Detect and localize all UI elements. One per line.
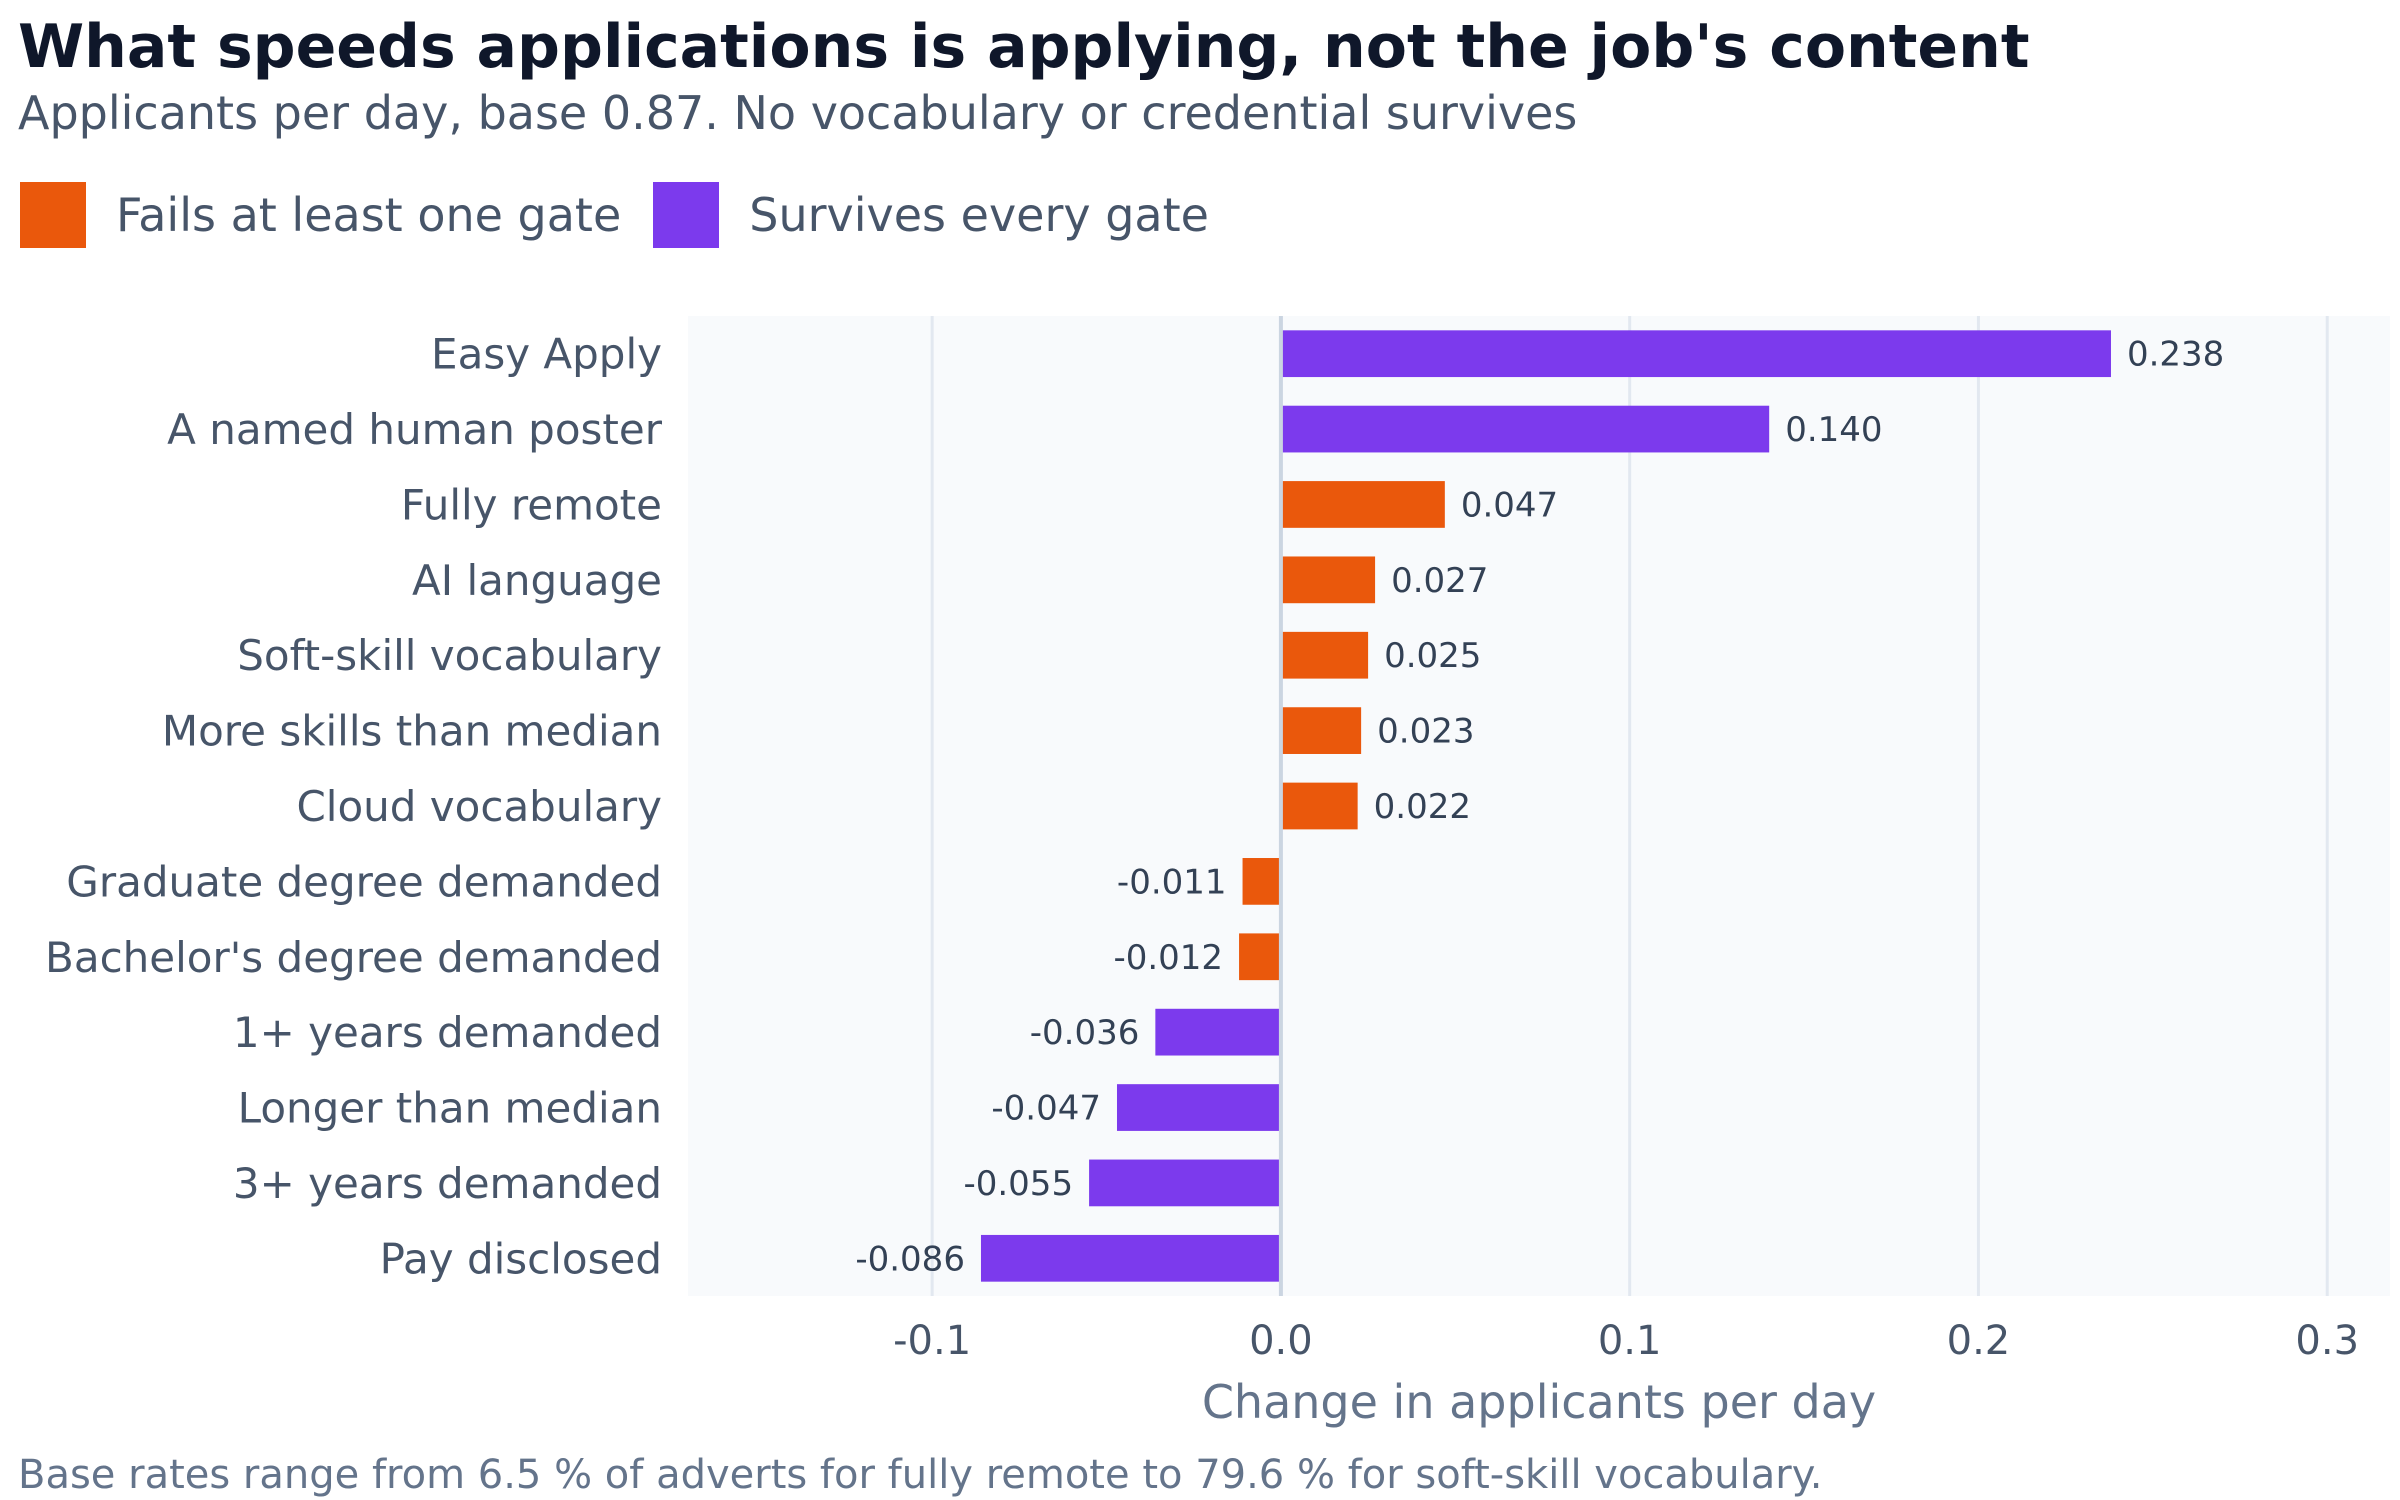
data-label: -0.036 [1030,1013,1140,1053]
data-label: 0.023 [1377,712,1474,752]
category-label: 1+ years demanded [233,1008,662,1057]
data-label: -0.055 [963,1164,1073,1204]
bar [1239,933,1281,981]
x-tick-label: 0.2 [1947,1318,2011,1364]
bar [1116,1084,1281,1131]
category-label: Pay disclosed [380,1234,662,1283]
data-label: 0.022 [1374,787,1471,827]
bar [1242,858,1281,905]
category-label: Longer than median [238,1084,662,1133]
category-label: Fully remote [401,480,662,529]
bar [1280,782,1358,830]
category-label: 3+ years demanded [233,1159,662,1208]
category-label: A named human poster [167,405,663,454]
chart-footnote: Base rates range from 6.5 % of adverts f… [18,1452,1823,1498]
bar [1280,481,1445,528]
data-label: 0.025 [1384,636,1481,676]
category-label: Bachelor's degree demanded [45,933,662,982]
x-tick-label: -0.1 [893,1318,971,1364]
bar-chart: -0.1 0.0 0.1 0.2 0.3 Easy Apply 0.238 A named h… [45,316,2390,1429]
chart-title: What speeds applications is applying, no… [18,12,2030,82]
bar [1280,556,1376,604]
bar [1280,330,2111,378]
category-label: More skills than median [162,707,662,756]
legend-label-fails: Fails at least one gate [116,188,622,242]
data-label: 0.047 [1461,485,1558,525]
bar [1280,631,1369,679]
category-label: AI language [412,556,662,605]
chart-subtitle: Applicants per day, base 0.87. No vocabu… [18,86,1578,140]
category-label: Soft-skill vocabulary [237,631,662,680]
data-label: -0.047 [991,1089,1101,1129]
bar [1155,1008,1281,1056]
legend-label-survives: Survives every gate [749,188,1209,242]
legend-item-fails: Fails at least one gate [20,182,621,248]
bar [980,1234,1281,1282]
data-label: -0.011 [1117,862,1227,902]
bar [1280,707,1362,754]
data-label: 0.238 [2127,335,2224,375]
data-label: 0.140 [1785,410,1882,450]
data-label: 0.027 [1391,561,1488,601]
legend: Fails at least one gate Survives every g… [20,182,1241,248]
category-label: Cloud vocabulary [296,782,662,831]
bar [1089,1159,1281,1207]
x-tick-label: 0.1 [1598,1318,1662,1364]
x-axis-label: Change in applicants per day [1202,1375,1876,1429]
legend-swatch-fails [20,182,86,248]
category-label: Easy Apply [431,330,662,379]
bar [1280,405,1770,453]
plot-area [688,316,2390,1296]
x-tick-label: 0.3 [2295,1318,2359,1364]
legend-item-survives: Survives every gate [653,182,1209,248]
x-tick-label: 0.0 [1249,1318,1313,1364]
data-label: -0.086 [855,1239,965,1279]
category-label: Graduate degree demanded [66,857,662,906]
data-label: -0.012 [1113,938,1223,978]
legend-swatch-survives [653,182,720,248]
